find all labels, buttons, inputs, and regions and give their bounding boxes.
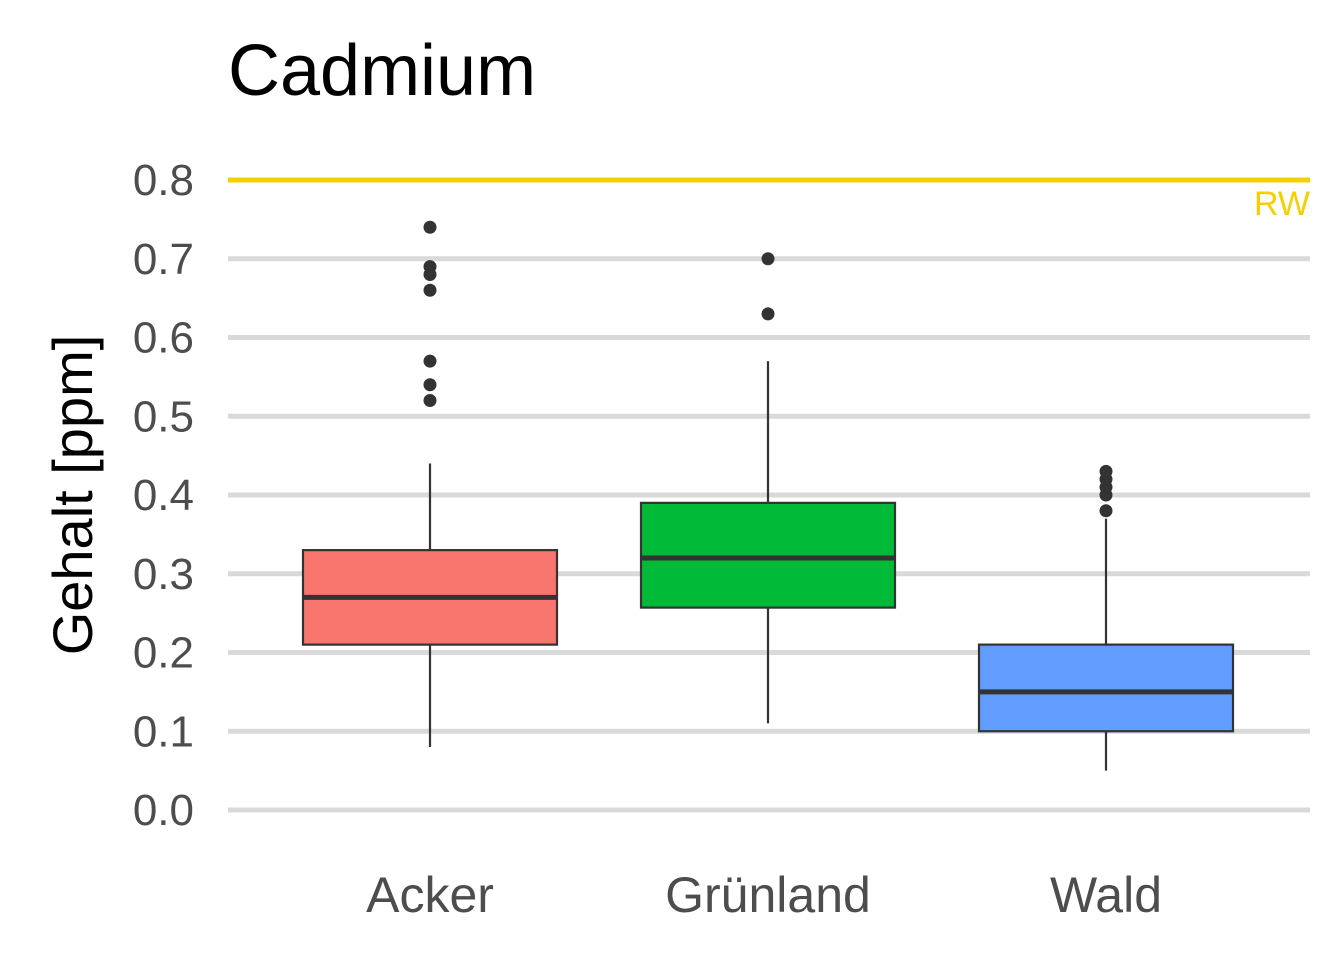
x-tick-label: Wald (1050, 867, 1162, 923)
x-tick-label: Grünland (665, 867, 871, 923)
outlier-point (423, 378, 437, 392)
y-tick-label: 0.5 (133, 392, 194, 441)
outlier-point (1099, 504, 1113, 518)
box-iqr (977, 643, 1235, 733)
outlier-point (761, 307, 775, 321)
outlier-point (423, 220, 437, 234)
y-tick-label: 0.7 (133, 235, 194, 284)
outlier-point (423, 394, 437, 407)
outlier-point (423, 260, 437, 274)
outlier-point (761, 252, 775, 266)
reference-line-label: RW (1254, 185, 1310, 223)
y-tick-label: 0.8 (133, 156, 194, 205)
y-tick-label: 0.0 (133, 786, 194, 835)
x-tick-label: Acker (366, 867, 494, 923)
outlier-point (423, 283, 437, 297)
reference-line-group: RW (228, 177, 1310, 223)
y-tick-label: 0.3 (133, 550, 194, 599)
x-tick-labels: Acker Grünland Wald (366, 867, 1162, 923)
chart-title: Cadmium (228, 31, 536, 111)
outlier-point (1099, 464, 1113, 478)
y-tick-label: 0.2 (133, 629, 194, 678)
y-tick-label: 0.4 (133, 471, 194, 520)
box-iqr (639, 501, 897, 609)
box-acker (301, 220, 559, 747)
boxes-group (301, 220, 1235, 771)
y-tick-label: 0.6 (133, 314, 194, 363)
y-tick-label: 0.1 (133, 707, 194, 756)
y-tick-labels: 0.0 0.1 0.2 0.3 0.4 0.5 0.6 0.7 0.8 (133, 156, 194, 835)
outlier-point (423, 354, 437, 368)
y-axis-label: Gehalt [ppm] (41, 335, 104, 656)
box-wald (977, 464, 1235, 771)
box-grünland (639, 252, 897, 724)
